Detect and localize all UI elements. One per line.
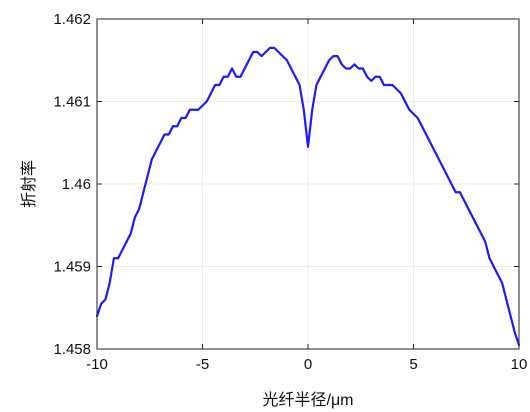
y-tick-label: 1.461 — [53, 94, 91, 111]
y-tick-label: 1.459 — [53, 259, 91, 276]
y-tick-label: 1.462 — [53, 11, 91, 28]
series-layer — [95, 46, 521, 346]
x-tick-label: -5 — [196, 356, 209, 373]
x-axis-title: 光纤半径/μm — [263, 391, 354, 409]
axis-ticks — [96, 18, 520, 350]
grid — [97, 19, 519, 349]
y-tick-label: 1.458 — [53, 341, 91, 358]
y-tick-label: 1.46 — [62, 176, 91, 193]
series-line — [95, 46, 521, 346]
x-tick-label: -10 — [86, 356, 108, 373]
x-tick-label: 10 — [511, 356, 528, 373]
x-tick-label: 5 — [409, 356, 417, 373]
x-tick-label: 0 — [304, 356, 312, 373]
y-axis-title: 折射率 — [20, 160, 38, 208]
y-axis-tick-labels: 1.458 1.459 1.46 1.461 1.462 — [53, 11, 91, 358]
x-axis-tick-labels: -10 -5 0 5 10 — [86, 356, 527, 373]
